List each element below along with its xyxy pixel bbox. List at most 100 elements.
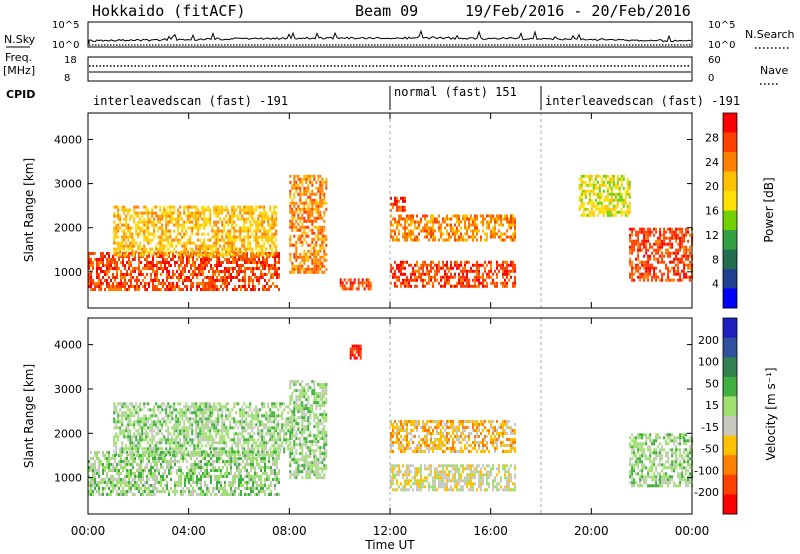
data-cell [478, 229, 480, 233]
data-cell [193, 444, 196, 448]
data-cell [179, 241, 182, 245]
data-cell [458, 223, 460, 227]
data-cell [232, 276, 234, 279]
data-cell [137, 214, 140, 218]
data-cell [92, 472, 94, 475]
data-cell [606, 204, 609, 208]
data-cell [195, 214, 198, 218]
data-cell [689, 245, 692, 249]
data-cell [198, 270, 200, 273]
data-cell [400, 281, 402, 285]
data-cell [598, 210, 601, 214]
data-cell [629, 239, 632, 243]
data-cell [446, 232, 448, 236]
data-cell [406, 275, 408, 279]
data-cell [628, 207, 631, 211]
data-cell [138, 478, 140, 481]
data-cell [153, 250, 156, 254]
data-cell [125, 429, 128, 433]
data-cell [257, 244, 260, 248]
data-cell [492, 229, 494, 233]
data-cell [200, 493, 202, 496]
data-cell [514, 235, 516, 239]
data-cell [512, 284, 514, 288]
data-cell [131, 250, 134, 254]
data-cell [655, 239, 658, 243]
data-cell [317, 207, 320, 211]
data-cell [190, 493, 192, 496]
data-cell [313, 201, 316, 205]
data-cell [131, 226, 134, 230]
data-cell [221, 238, 224, 242]
data-cell [199, 411, 202, 415]
data-cell [647, 233, 650, 237]
data-cell [256, 264, 258, 267]
data-cell [106, 252, 108, 255]
data-cell [434, 217, 436, 221]
data-cell [100, 481, 102, 484]
data-cell [238, 270, 240, 273]
data-cell [264, 261, 266, 264]
data-cell [270, 454, 272, 457]
data-cell [651, 266, 654, 270]
data-cell [219, 208, 222, 212]
data-cell [289, 219, 292, 223]
data-cell [494, 284, 496, 288]
data-cell [272, 460, 274, 463]
data-cell [119, 408, 122, 412]
data-cell [177, 229, 180, 233]
data-cell [240, 475, 242, 478]
data-region-7 [390, 260, 516, 288]
data-cell [139, 420, 142, 424]
data-cell [244, 469, 246, 472]
data-cell [203, 214, 206, 218]
data-cell [345, 281, 348, 285]
data-cell [260, 466, 262, 469]
data-cell [185, 408, 188, 412]
data-cell [183, 244, 186, 248]
data-cell [631, 263, 634, 267]
data-cell [169, 205, 172, 209]
data-cell [245, 205, 248, 209]
data-cell [671, 260, 674, 264]
data-cell [297, 255, 300, 259]
data-cell [194, 490, 196, 493]
data-cell [596, 201, 599, 205]
data-cell [291, 210, 294, 214]
data-cell [194, 264, 196, 267]
data-cell [123, 229, 126, 233]
data-cell [207, 205, 210, 209]
data-cell [295, 219, 298, 223]
data-cell [195, 426, 198, 430]
data-cell [186, 279, 188, 282]
data-cell [303, 228, 306, 232]
data-cell [144, 487, 146, 490]
data-cell [117, 241, 120, 245]
data-cell [663, 242, 666, 246]
data-cell [196, 475, 198, 478]
data-cell [206, 490, 208, 493]
data-cell [488, 269, 490, 273]
data-cell [138, 285, 140, 288]
data-cell [189, 408, 192, 412]
data-cell [253, 208, 256, 212]
data-cell [143, 247, 146, 251]
data-cell [289, 222, 292, 226]
data-cell [236, 469, 238, 472]
data-cell [502, 217, 504, 221]
data-cell [118, 285, 120, 288]
data-cell [165, 220, 168, 224]
data-cell [198, 472, 200, 475]
data-cell [181, 417, 184, 421]
data-cell [486, 214, 488, 218]
data-cell [278, 267, 280, 270]
data-cell [115, 453, 118, 457]
data-cell [618, 198, 621, 202]
data-cell [317, 270, 320, 274]
data-cell [165, 229, 168, 233]
data-cell [474, 235, 476, 239]
data-cell [241, 244, 244, 248]
data-cell [323, 234, 326, 238]
data-cell [90, 288, 92, 291]
data-cell [162, 487, 164, 490]
